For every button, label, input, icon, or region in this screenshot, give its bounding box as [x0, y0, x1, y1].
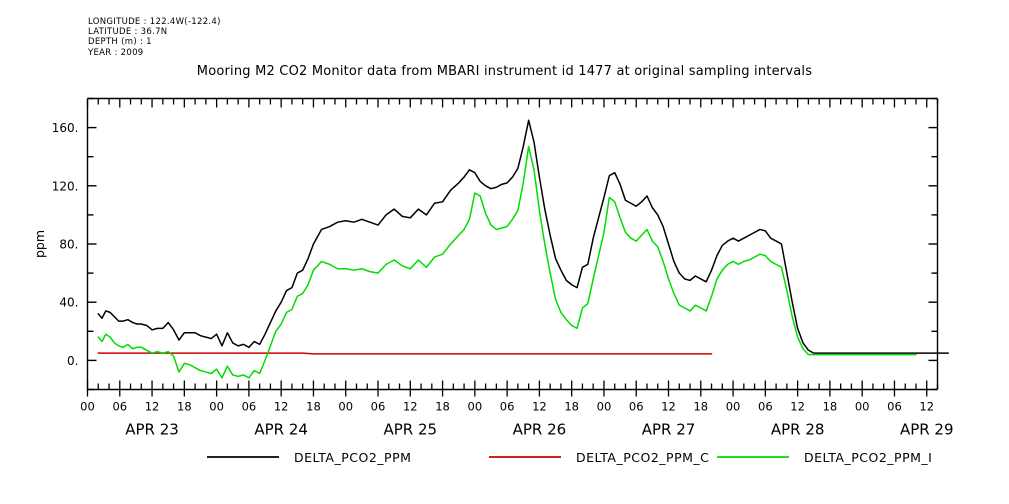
legend-item-2[interactable]: DELTA_PCO2_PPM_C [489, 450, 709, 465]
x-axis-ticks: 00 06 12 18 00 06 12 18 00 06 12 18 00 06 12 18 00 06 12 18… [80, 98, 954, 439]
x-hour-tick-label: 18 [693, 400, 708, 414]
legend-label: DELTA_PCO2_PPM_I [804, 450, 932, 465]
x-hour-tick-label: 06 [758, 400, 773, 414]
x-hour-tick-label: 00 [80, 400, 95, 414]
y-tick-label: 120. [52, 179, 79, 193]
x-day-label: APR 28 [771, 421, 825, 439]
metadata-year: YEAR : 2009 [88, 47, 144, 58]
x-hour-tick-label: 00 [338, 400, 353, 414]
series-line-2 [97, 352, 713, 355]
chart-legend: DELTA_PCO2_PPM DELTA_PCO2_PPM_C DELTA_PCO2… [207, 450, 932, 465]
axis-frame [86, 97, 939, 391]
x-hour-tick-label: 06 [112, 400, 127, 414]
data-series-group [97, 119, 950, 379]
x-hour-tick-label: 18 [564, 400, 579, 414]
x-hour-tick-label: 06 [629, 400, 644, 414]
x-day-label: APR 23 [125, 421, 179, 439]
y-tick-label: 0. [67, 354, 78, 368]
metadata-longitude: LONGITUDE : 122.4W(-122.4) [88, 17, 221, 27]
x-day-label: APR 25 [383, 421, 437, 439]
x-hour-tick-label: 18 [823, 400, 838, 414]
x-hour-tick-label: 12 [274, 400, 289, 414]
metadata-block: LONGITUDE : 122.4W(-122.4) LATITUDE : 36… [88, 17, 221, 58]
y-tick-label: 40. [59, 296, 78, 310]
legend-item-1[interactable]: DELTA_PCO2_PPM [207, 450, 411, 465]
legend-label: DELTA_PCO2_PPM_C [576, 450, 709, 465]
x-hour-tick-label: 00 [855, 400, 870, 414]
y-axis-label: ppm [32, 230, 47, 258]
x-hour-tick-label: 06 [500, 400, 515, 414]
x-hour-tick-label: 00 [597, 400, 612, 414]
x-hour-tick-label: 06 [242, 400, 257, 414]
series-line-1 [97, 119, 950, 354]
x-hour-tick-label: 06 [371, 400, 386, 414]
x-hour-tick-label: 12 [790, 400, 805, 414]
y-tick-label: 80. [59, 238, 78, 252]
chart-title: Mooring M2 CO2 Monitor data from MBARI i… [196, 64, 813, 79]
x-day-label: APR 29 [900, 421, 954, 439]
series-line-3 [97, 145, 917, 379]
metadata-depth: DEPTH (m) : 1 [88, 37, 152, 48]
x-hour-tick-label: 12 [532, 400, 547, 414]
x-hour-tick-label: 12 [145, 400, 160, 414]
x-hour-tick-label: 06 [887, 400, 902, 414]
x-day-label: APR 24 [254, 421, 308, 439]
x-hour-tick-label: 18 [177, 400, 192, 414]
y-tick-label: 160. [52, 121, 79, 135]
x-day-label: APR 26 [513, 421, 567, 439]
y-axis-ticks: 0. 40. 80. 120. 160. [52, 97, 938, 391]
metadata-latitude: LATITUDE : 36.7N [88, 27, 168, 38]
x-hour-tick-label: 12 [661, 400, 676, 414]
x-hour-tick-label: 00 [726, 400, 741, 414]
x-day-label: APR 27 [642, 421, 696, 439]
x-hour-tick-label: 18 [435, 400, 450, 414]
x-hour-tick-label: 00 [209, 400, 224, 414]
legend-label: DELTA_PCO2_PPM [294, 450, 411, 465]
x-hour-tick-label: 18 [306, 400, 321, 414]
legend-item-3[interactable]: DELTA_PCO2_PPM_I [717, 450, 932, 465]
x-hour-tick-label: 00 [468, 400, 483, 414]
x-hour-tick-label: 12 [403, 400, 418, 414]
x-hour-tick-label: 12 [919, 400, 934, 414]
